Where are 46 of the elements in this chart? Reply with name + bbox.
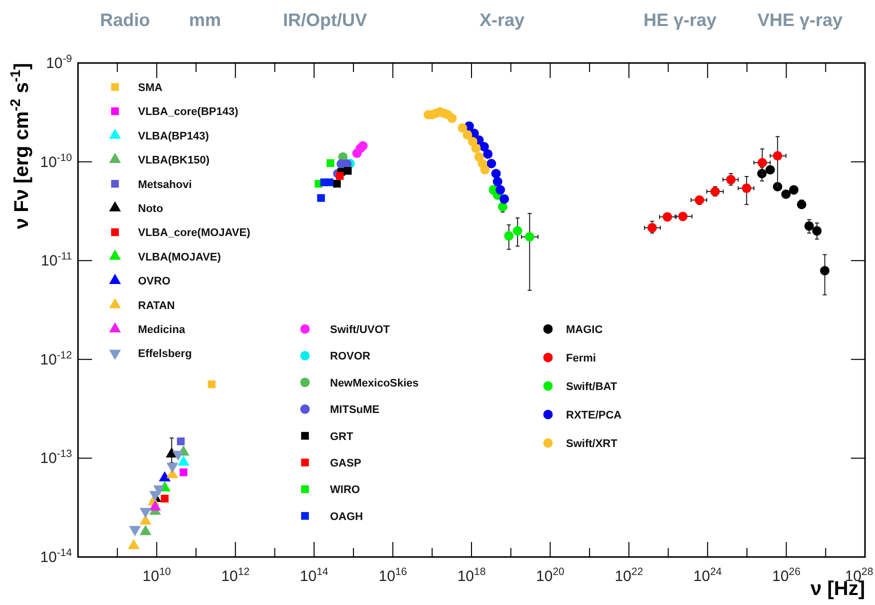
y-tick-label: 10$^{-11}$ bbox=[40, 250, 72, 270]
legend-label: MAGIC bbox=[566, 324, 603, 336]
y-tick-label: 10$^{-10}$ bbox=[40, 152, 72, 171]
y-tick-label: 10$^{-9}$ bbox=[46, 53, 72, 72]
text: mm bbox=[188, 10, 222, 30]
x-tick-label: 10$^{14}$ bbox=[300, 566, 328, 585]
legend-label: GASP bbox=[330, 458, 362, 470]
text: Radio bbox=[100, 10, 150, 30]
legend-label: MITSuME bbox=[330, 404, 380, 416]
legend-label: VLBA(BK150) bbox=[138, 154, 210, 167]
x-tick-label: 10$^{20}$ bbox=[536, 566, 565, 585]
legend-label: Effelsberg bbox=[138, 348, 192, 360]
x-tick-label: 10$^{26}$ bbox=[772, 566, 801, 585]
x-tick-label: 10$^{18}$ bbox=[457, 566, 486, 585]
legend-label: Noto bbox=[138, 203, 164, 215]
legend-label: WIRO bbox=[330, 484, 360, 496]
legend-label: Metsahovi bbox=[138, 178, 192, 191]
x-tick-label: 10$^{24}$ bbox=[693, 566, 722, 585]
legend-label: VLBA(BP143) bbox=[138, 130, 210, 142]
legend-label: Fermi bbox=[566, 352, 596, 364]
legend-label: VLBA_core(MOJAVE) bbox=[138, 227, 251, 240]
legend-label: Swift/UVOT bbox=[330, 324, 390, 336]
y-tick-label: 10$^{-14}$ bbox=[40, 547, 72, 566]
legend-label: Swift/BAT bbox=[566, 381, 618, 393]
x-tick-label: 10$^{12}$ bbox=[221, 566, 250, 585]
legend-label: VLBA_core(BP143) bbox=[138, 106, 239, 118]
text: X-ray bbox=[479, 10, 525, 30]
legend-label: GRT bbox=[330, 430, 354, 443]
legend-label: SMA bbox=[138, 82, 162, 94]
text: HE γ-ray bbox=[643, 10, 717, 30]
x-tick-label: 10$^{16}$ bbox=[378, 566, 408, 585]
text: VHE γ-ray bbox=[757, 10, 843, 30]
legend-label: VLBA(MOJAVE) bbox=[138, 251, 222, 264]
legend-label: RATAN bbox=[138, 300, 175, 312]
legend-label: Medicina bbox=[138, 324, 186, 336]
legend-label: OAGH bbox=[330, 510, 364, 523]
legend-label: Swift/XRT bbox=[566, 438, 618, 450]
x-tick-label: 10$^{10}$ bbox=[142, 566, 172, 585]
text: IR/Opt/UV bbox=[283, 10, 367, 30]
legend-label: NewMexicoSkies bbox=[330, 377, 419, 390]
legend-label: RXTE/PCA bbox=[566, 410, 622, 422]
x-tick-label: 10$^{22}$ bbox=[614, 566, 644, 585]
y-tick-label: 10$^{-13}$ bbox=[40, 448, 72, 468]
legend-label: OVRO bbox=[138, 276, 171, 288]
legend-label: ROVOR bbox=[330, 350, 370, 363]
y-tick-label: 10$^{-12}$ bbox=[40, 349, 72, 368]
